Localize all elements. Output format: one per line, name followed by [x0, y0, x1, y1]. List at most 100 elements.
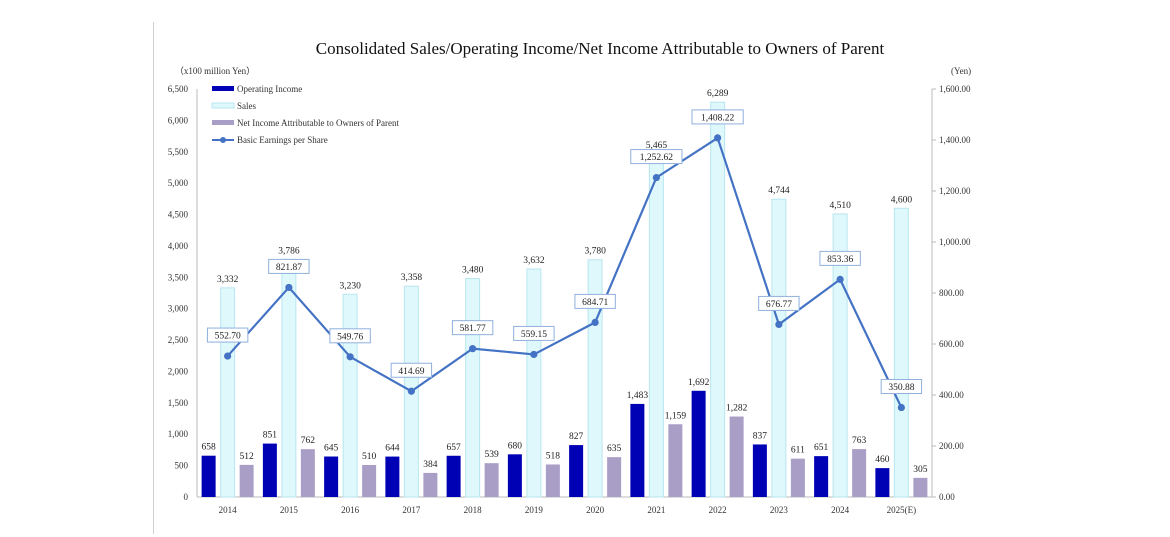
right-axis-tick-label: 600.00	[939, 339, 964, 349]
eps-data-label-box	[329, 328, 371, 344]
net-income-attributable-to-owners-of-parent-data-label: 510	[362, 452, 377, 462]
operating-income-data-label: 657	[447, 443, 462, 453]
sales-data-label: 3,332	[217, 275, 239, 285]
x-axis-tick-label: 2016	[341, 505, 360, 515]
eps-data-label: 821.87	[276, 263, 302, 273]
operating-income-data-label: 644	[385, 444, 400, 454]
net-income-attributable-to-owners-of-parent-data-label: 512	[240, 452, 255, 462]
eps-line	[226, 136, 903, 409]
legend-swatch-sales	[211, 102, 235, 109]
operating-income-data-label: 651	[814, 443, 829, 453]
x-axis-tick-label: 2024	[831, 505, 850, 515]
right-axis-tick-label: 1,000.00	[939, 237, 971, 247]
eps-marker	[591, 318, 599, 326]
operating-income-data-label: 680	[508, 441, 523, 451]
operating-income-bar	[569, 445, 584, 497]
operating-income-bar	[507, 454, 522, 497]
operating-income-data-label: 851	[263, 431, 278, 441]
operating-income-data-label: 837	[753, 431, 768, 441]
x-axis-tick-label: 2023	[770, 505, 789, 515]
left-axis-tick-label: 4,000	[168, 241, 189, 251]
operating-income-bar	[814, 456, 829, 497]
left-axis-tick-label: 0	[184, 492, 189, 502]
right-axis-tick-label: 1,600.00	[939, 84, 971, 94]
net-income-attributable-to-owners-of-parent-data-label: 518	[546, 451, 561, 461]
legend-swatch-operating-income	[212, 86, 234, 91]
net-income-attributable-to-owners-of-parent-data-label: 305	[913, 465, 928, 475]
legend-label-operating-income: Operating Income	[237, 84, 302, 94]
x-axis-tick-label: 2025(E)	[887, 505, 917, 515]
eps-data-label: 581.77	[460, 324, 486, 334]
right-axis-tick-label: 0.00	[939, 492, 955, 502]
left-axis-tick-label: 3,500	[168, 272, 189, 282]
operating-income-bar	[630, 403, 645, 497]
eps-data-label: 676.77	[766, 300, 792, 310]
net-income-attributable-to-owners-of-parent-data-label: 539	[485, 450, 500, 460]
sales-bar	[342, 293, 358, 498]
eps-data-label-box	[819, 250, 861, 266]
page-divider-line	[153, 22, 154, 534]
sales-bar	[648, 153, 664, 498]
operating-income-bar	[324, 456, 339, 497]
x-axis-tick-label: 2018	[464, 505, 483, 515]
eps-data-label-box	[574, 293, 616, 309]
eps-data-label-box	[451, 320, 494, 336]
eps-data-label-box	[268, 258, 310, 274]
left-axis-tick-label: 1,500	[168, 398, 189, 408]
right-axis-unit: (Yen)	[951, 66, 971, 76]
eps-data-label-box	[630, 149, 683, 165]
operating-income-bar	[201, 455, 216, 497]
eps-marker	[407, 387, 415, 395]
left-axis-tick-label: 3,000	[168, 304, 189, 314]
eps-marker	[897, 403, 905, 412]
operating-income-data-label: 1,692	[688, 378, 710, 388]
net-income-attributable-to-owners-of-parent-bar	[423, 472, 438, 497]
eps-marker	[714, 134, 722, 142]
sales-bar	[465, 278, 481, 498]
left-axis-tick-label: 2,000	[168, 366, 189, 376]
net-income-attributable-to-owners-of-parent-data-label: 635	[607, 444, 622, 454]
operating-income-bar	[446, 455, 461, 497]
net-income-attributable-to-owners-of-parent-data-label: 611	[791, 446, 805, 456]
x-axis-tick-label: 2017	[402, 505, 421, 515]
sales-data-label: 3,358	[401, 273, 423, 283]
sales-bar	[710, 101, 726, 498]
sales-bar	[526, 268, 542, 498]
eps-data-label: 549.76	[337, 332, 363, 342]
eps-data-label-box	[758, 295, 800, 311]
net-income-attributable-to-owners-of-parent-bar	[545, 464, 560, 497]
sales-data-label: 3,786	[278, 246, 300, 256]
x-axis-tick-label: 2022	[709, 505, 727, 515]
sales-data-label: 6,289	[707, 89, 729, 99]
net-income-attributable-to-owners-of-parent-data-label: 763	[852, 436, 867, 446]
net-income-attributable-to-owners-of-parent-bar	[668, 424, 683, 497]
net-income-attributable-to-owners-of-parent-data-label: 1,159	[665, 411, 687, 421]
operating-income-data-label: 658	[202, 443, 217, 453]
eps-data-label: 1,252.62	[640, 153, 674, 163]
sales-data-label: 3,632	[523, 256, 545, 266]
net-income-attributable-to-owners-of-parent-bar	[484, 463, 499, 497]
eps-data-label-box	[880, 379, 923, 395]
left-axis-tick-label: 6,500	[168, 84, 189, 94]
legend-marker-basic-earnings-per-share	[220, 137, 226, 143]
right-axis-tick-label: 1,400.00	[939, 135, 971, 145]
left-axis-tick-label: 1,000	[168, 429, 189, 439]
eps-marker	[469, 345, 477, 353]
eps-marker	[285, 283, 293, 292]
x-axis-tick-label: 2020	[586, 505, 605, 515]
x-axis-tick-label: 2019	[525, 505, 544, 515]
eps-marker	[530, 350, 538, 359]
legend-label-net-income-attributable-to-owners-of-parent: Net Income Attributable to Owners of Par…	[237, 118, 399, 128]
left-axis-tick-label: 5,000	[168, 178, 189, 188]
right-axis-tick-label: 1,200.00	[939, 186, 971, 196]
legend-label-basic-earnings-per-share: Basic Earnings per Share	[237, 135, 328, 145]
eps-marker	[346, 353, 354, 361]
eps-marker	[836, 275, 844, 283]
sales-bar	[771, 198, 787, 498]
sales-bar	[587, 259, 603, 498]
eps-data-label: 1,408.22	[701, 113, 735, 123]
operating-income-data-label: 1,483	[627, 391, 649, 401]
net-income-attributable-to-owners-of-parent-bar	[239, 464, 254, 497]
operating-income-bar	[262, 443, 277, 497]
